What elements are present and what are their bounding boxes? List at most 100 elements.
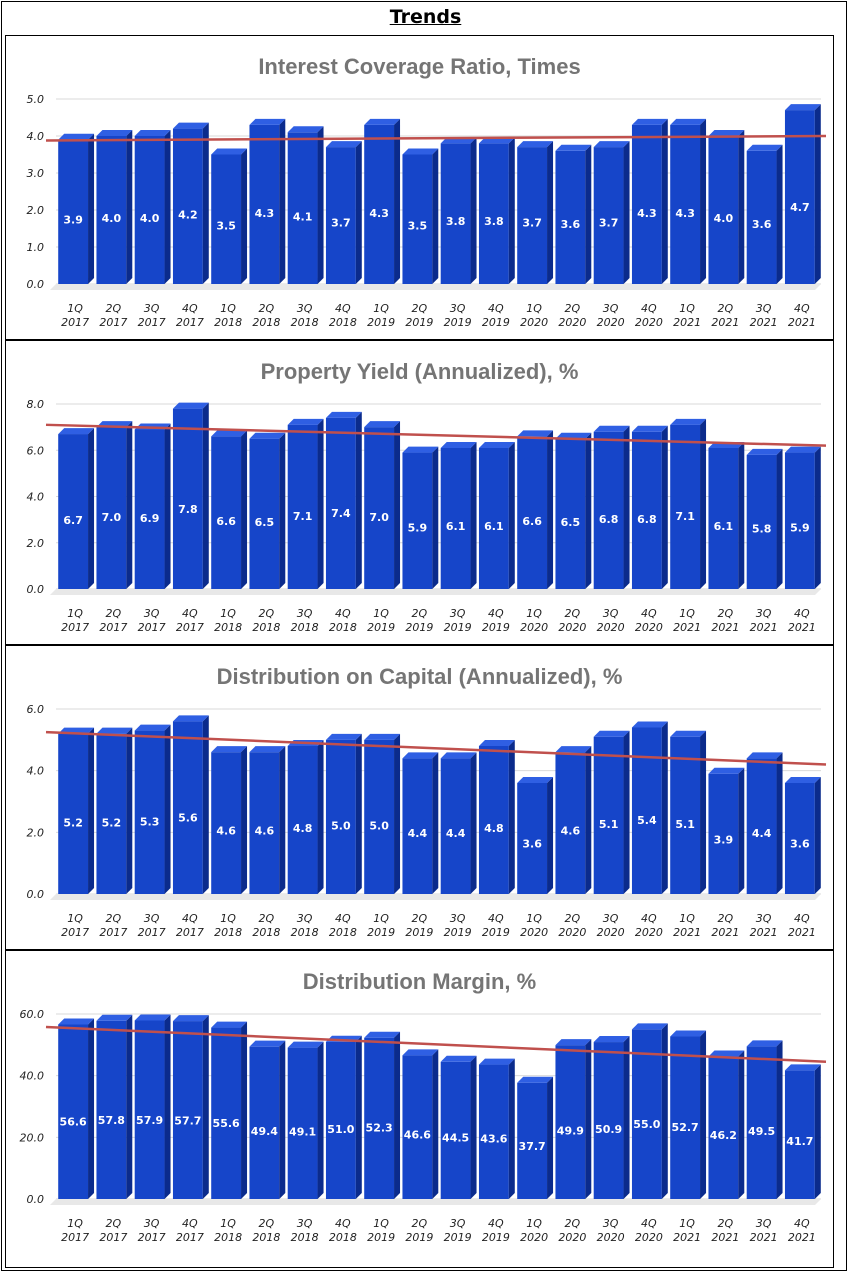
x-tick-label: 2018: [214, 621, 242, 634]
x-tick-label: 3Q: [450, 1217, 466, 1230]
bar-side: [164, 423, 171, 589]
bar: [670, 1030, 707, 1199]
data-label: 4.6: [561, 824, 581, 837]
x-tick-label: 1Q: [67, 302, 83, 315]
x-tick-label: 2Q: [259, 1217, 275, 1230]
bar-top: [211, 148, 248, 155]
bar: [478, 137, 515, 284]
bar-top: [631, 1023, 668, 1030]
bar-side: [700, 118, 707, 285]
bar-top: [593, 730, 630, 737]
bar-side: [355, 411, 362, 589]
bar-top: [211, 746, 248, 753]
x-tick-label: 1Q: [526, 607, 542, 620]
data-label: 6.6: [522, 515, 542, 528]
data-label: 6.9: [140, 512, 160, 525]
x-tick-label: 2018: [329, 1231, 357, 1244]
bar-front: [134, 429, 165, 589]
data-label: 4.3: [675, 207, 695, 220]
x-tick-label: 1Q: [220, 912, 236, 925]
y-tick-label: 4.0: [27, 130, 45, 143]
x-tick-label: 2018: [214, 926, 242, 939]
bar: [172, 1015, 209, 1199]
bar-front: [593, 147, 624, 284]
bar: [631, 1023, 668, 1199]
bar-side: [88, 428, 95, 589]
bar: [670, 418, 707, 589]
bar-top: [402, 148, 439, 155]
bar-front: [670, 736, 701, 894]
bar-front: [517, 436, 548, 589]
x-tick-label: 2021: [711, 316, 739, 329]
x-tick-label: 2018: [329, 926, 357, 939]
x-tick-label: 4Q: [794, 1217, 810, 1230]
bar-top: [784, 1064, 821, 1071]
x-tick-label: 2017: [61, 621, 89, 634]
bar-side: [126, 1014, 133, 1199]
bar-top: [211, 1021, 248, 1028]
x-tick-label: 1Q: [679, 302, 695, 315]
bar-top: [172, 402, 209, 409]
bar: [784, 446, 821, 589]
bar-top: [249, 746, 286, 753]
data-label: 4.3: [637, 207, 657, 220]
bar-front: [440, 1061, 471, 1199]
bar-side: [814, 446, 821, 589]
x-tick-label: 3Q: [297, 1217, 313, 1230]
data-label: 6.7: [63, 514, 83, 527]
x-tick-label: 4Q: [182, 912, 198, 925]
bar-front: [249, 752, 280, 894]
bar-side: [279, 118, 286, 285]
data-label: 55.6: [213, 1117, 240, 1130]
bar: [746, 752, 783, 894]
data-label: 46.6: [404, 1129, 431, 1142]
bar-side: [202, 402, 209, 589]
bar-side: [126, 130, 133, 284]
bar-side: [202, 715, 209, 894]
bar-front: [670, 424, 701, 589]
bar-top: [325, 733, 362, 740]
bar-front: [631, 727, 662, 894]
x-tick-label: 2017: [99, 1231, 127, 1244]
data-label: 4.4: [408, 827, 428, 840]
chart-title: Interest Coverage Ratio, Times: [258, 54, 580, 79]
x-tick-label: 1Q: [67, 1217, 83, 1230]
x-tick-label: 2Q: [565, 607, 581, 620]
x-tick-label: 2020: [558, 926, 586, 939]
bar-top: [134, 130, 171, 136]
bar: [440, 441, 477, 589]
bar: [478, 441, 515, 589]
bar: [58, 428, 95, 589]
bar-side: [585, 144, 592, 284]
bar-side: [661, 721, 668, 894]
bar-front: [746, 150, 777, 284]
x-tick-label: 2017: [61, 316, 89, 329]
x-tick-label: 3Q: [450, 607, 466, 620]
bar-side: [814, 777, 821, 894]
bar: [593, 1036, 630, 1199]
trend-line: [45, 134, 827, 142]
bar-front: [211, 1027, 242, 1199]
x-tick-label: 1Q: [373, 607, 389, 620]
bar-top: [746, 448, 783, 455]
x-tick-label: 2021: [788, 926, 816, 939]
chart-distribution-margin: Distribution Margin, % 0.0 20.0 40.0 60.0 56.…: [20, 969, 827, 1244]
x-tick-label: 2017: [61, 926, 89, 939]
x-tick-label: 2019: [405, 1231, 433, 1244]
bar-front: [784, 1070, 815, 1199]
bar-front: [172, 128, 203, 284]
x-tick-label: 2019: [367, 316, 395, 329]
bar-side: [317, 740, 324, 894]
x-tick-label: 2018: [329, 621, 357, 634]
x-tick-label: 1Q: [679, 1217, 695, 1230]
bar: [784, 104, 821, 284]
y-tick-label: 5.0: [27, 93, 45, 106]
x-tick-label: 4Q: [488, 302, 504, 315]
bar-side: [279, 746, 286, 894]
x-tick-label: 1Q: [526, 302, 542, 315]
bar-side: [738, 441, 745, 589]
bar-front: [784, 110, 815, 284]
bar-side: [279, 1040, 286, 1199]
bar-top: [784, 104, 821, 111]
